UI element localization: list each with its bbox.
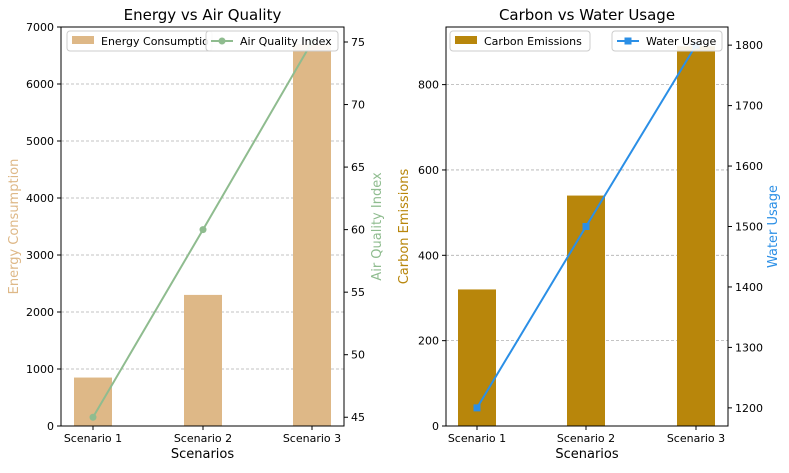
legend-bar-label: Carbon Emissions xyxy=(484,35,582,48)
line-point-1 xyxy=(473,404,481,412)
chart-title: Energy vs Air Quality xyxy=(124,6,282,24)
y-tick-label-8: 7000 xyxy=(26,21,54,34)
y-tick-label-2: 1000 xyxy=(26,363,54,376)
x-axis-label: Scenarios xyxy=(555,447,619,462)
y-right-axis-label: Air Quality Index xyxy=(370,172,385,281)
legend-bar-swatch xyxy=(455,36,477,44)
y-right-tick-label-7: 75 xyxy=(351,36,365,49)
y-tick-label-6: 5000 xyxy=(26,135,54,148)
y-tick-label-4: 3000 xyxy=(26,249,54,262)
x-tick-label-1: Scenario 1 xyxy=(64,432,122,445)
y-right-tick-label-3: 1400 xyxy=(735,281,763,294)
legend-line-marker xyxy=(218,37,226,45)
y-tick-label-2: 200 xyxy=(418,335,439,348)
y-tick-label-3: 2000 xyxy=(26,306,54,319)
y-right-tick-label-6: 1700 xyxy=(735,100,763,113)
y-tick-label-5: 4000 xyxy=(26,192,54,205)
y-right-tick-label-4: 60 xyxy=(351,224,365,237)
y-tick-label-1: 0 xyxy=(47,420,54,433)
y-tick-label-7: 6000 xyxy=(26,78,54,91)
chart-panel-1: 0 1000 2000 3000 4000 5000 6000 7000 45 50 55 60 65 7… xyxy=(7,6,385,462)
x-axis-label: Scenarios xyxy=(171,447,235,462)
legend-line-label: Water Usage xyxy=(646,35,717,48)
legend-bar-box xyxy=(449,30,591,52)
bar-2 xyxy=(184,294,222,426)
y-right-tick-label-7: 1800 xyxy=(735,39,763,52)
y-right-tick-label-4: 1500 xyxy=(735,221,763,234)
legend-line-box xyxy=(205,30,339,52)
bar-1 xyxy=(458,289,496,426)
legend-bar: Energy Consumptio xyxy=(66,30,213,52)
x-tick-label-2: Scenario 2 xyxy=(174,432,232,445)
y-tick-label-5: 800 xyxy=(418,79,439,92)
x-tick-label-3: Scenario 3 xyxy=(283,432,341,445)
legend-line: Air Quality Index xyxy=(205,30,339,52)
y-axis-label: Carbon Emissions xyxy=(397,168,412,284)
line-point-2 xyxy=(199,226,207,234)
legend-bar-label: Energy Consumptio xyxy=(101,35,209,48)
y-right-tick-label-5: 1600 xyxy=(735,160,763,173)
legend-line-marker xyxy=(624,37,632,45)
legend-line-label: Air Quality Index xyxy=(240,35,332,48)
y-tick-label-1: 0 xyxy=(432,420,439,433)
line-point-2 xyxy=(582,223,590,230)
legend-line-box xyxy=(611,30,723,52)
x-tick-label-3: Scenario 3 xyxy=(667,432,725,445)
legend-bar: Carbon Emissions xyxy=(449,30,591,52)
x-tick-label-2: Scenario 2 xyxy=(557,432,615,445)
line-point-1 xyxy=(89,413,97,421)
chart-title: Carbon vs Water Usage xyxy=(499,6,675,24)
bar-3 xyxy=(677,46,715,426)
y-right-tick-label-1: 45 xyxy=(351,411,365,424)
y-right-tick-label-3: 55 xyxy=(351,286,365,299)
x-tick-label-1: Scenario 1 xyxy=(448,432,506,445)
legend-bar-swatch xyxy=(72,36,94,44)
y-right-tick-label-5: 65 xyxy=(351,161,365,174)
chart-panel-2: 0 200 400 600 800 1200 1300 1400 1500 1600 1700 180… xyxy=(397,6,781,462)
y-right-axis-label: Water Usage xyxy=(766,185,781,268)
y-right-tick-label-1: 1200 xyxy=(735,402,763,415)
y-axis-label: Energy Consumption xyxy=(7,159,22,295)
y-right-tick-label-2: 50 xyxy=(351,349,365,362)
bar-3 xyxy=(293,44,331,426)
y-right-tick-label-6: 70 xyxy=(351,99,365,112)
y-tick-label-3: 400 xyxy=(418,249,439,262)
y-tick-label-4: 600 xyxy=(418,164,439,177)
y-right-tick-label-2: 1300 xyxy=(735,341,763,354)
legend-line: Water Usage xyxy=(611,30,723,52)
bar-2 xyxy=(567,195,605,426)
